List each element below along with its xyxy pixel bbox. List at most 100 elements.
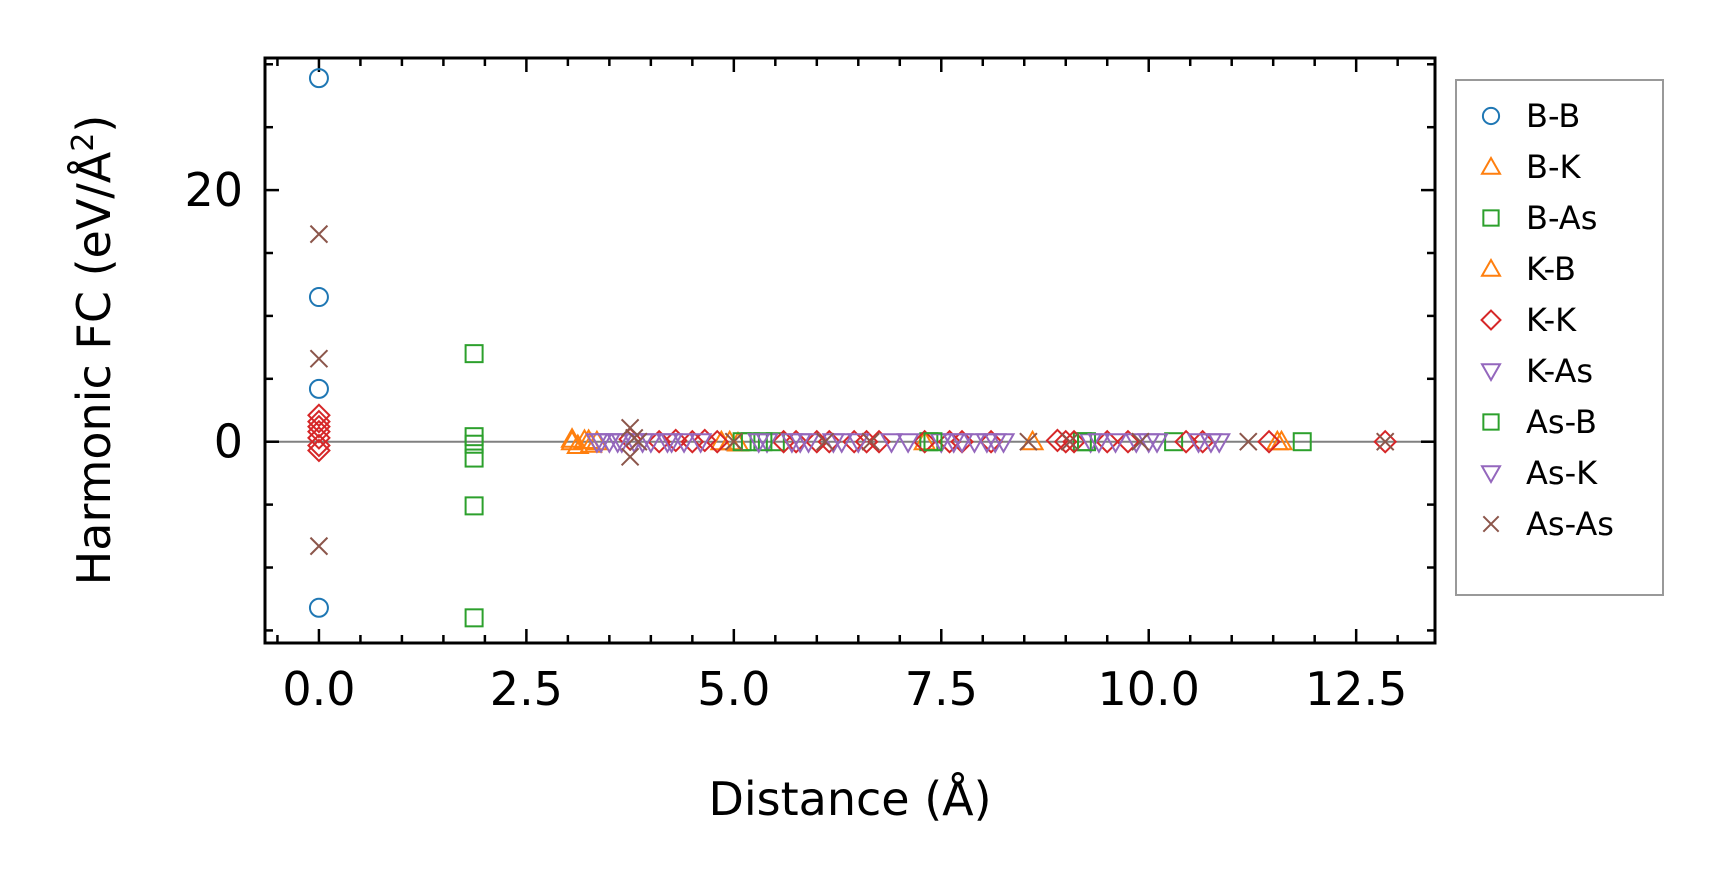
- data-point: [307, 403, 331, 428]
- data-point: [829, 433, 854, 454]
- legend-entry: B-As: [1482, 199, 1597, 237]
- legend-marker: [1480, 257, 1502, 277]
- data-point: [1019, 432, 1038, 451]
- data-point: [937, 429, 962, 454]
- data-point: [672, 433, 696, 454]
- series-as-as: [309, 224, 1395, 556]
- data-point: [307, 426, 331, 450]
- data-point: [620, 447, 640, 467]
- legend-entry: B-K: [1480, 148, 1582, 186]
- plot-frame: [263, 56, 1437, 645]
- data-point: [620, 418, 640, 438]
- data-point: [1174, 429, 1198, 454]
- data-point: [560, 427, 584, 448]
- data-point: [307, 414, 331, 439]
- data-point: [1239, 432, 1258, 451]
- data-point: [1116, 429, 1140, 454]
- x-tick-label: 5.0: [697, 662, 770, 716]
- legend-marker: [1482, 209, 1500, 227]
- y-tick-label: 20: [184, 163, 243, 217]
- series-b-as: [464, 344, 1184, 628]
- data-point: [308, 68, 329, 89]
- data-point: [1199, 433, 1223, 454]
- y-axis-label-close: ): [67, 115, 121, 133]
- data-point: [784, 429, 808, 454]
- data-point: [1087, 433, 1111, 454]
- series-b-b: [308, 68, 329, 618]
- legend-marker: [1482, 515, 1500, 533]
- data-point: [309, 536, 329, 556]
- data-point: [1257, 429, 1281, 454]
- data-point: [560, 429, 584, 451]
- data-point: [659, 433, 684, 454]
- data-point: [589, 433, 613, 454]
- data-point: [879, 433, 904, 454]
- legend-entry: K-As: [1480, 352, 1593, 390]
- data-point: [962, 433, 987, 454]
- y-axis-label: Harmonic FC (eV/Å2): [66, 115, 122, 586]
- legend-label: B-As: [1526, 199, 1597, 237]
- data-point: [1190, 429, 1215, 454]
- legend-entry: B-B: [1481, 97, 1580, 135]
- data-point: [983, 433, 1007, 454]
- legend-marker: [1480, 465, 1502, 485]
- data-point: [307, 438, 331, 463]
- data-point: [1269, 429, 1294, 451]
- data-point: [846, 433, 871, 454]
- data-point: [566, 433, 590, 454]
- data-point: [663, 428, 688, 453]
- data-point: [923, 432, 943, 452]
- legend-entry: K-B: [1480, 250, 1576, 288]
- data-point: [815, 432, 835, 451]
- data-point: [1376, 432, 1395, 451]
- x-axis-label: Distance (Å): [708, 772, 991, 826]
- data-point: [309, 224, 329, 244]
- series-k-k: [307, 403, 1398, 463]
- data-point: [307, 419, 331, 444]
- x-tick-label: 10.0: [1098, 662, 1200, 716]
- legend-marker: [1481, 106, 1501, 126]
- data-point: [464, 344, 484, 364]
- data-point: [688, 433, 713, 454]
- data-point: [804, 429, 829, 454]
- data-point: [842, 429, 867, 454]
- legend-label: As-As: [1526, 505, 1614, 543]
- x-tick-label: 2.5: [490, 662, 563, 716]
- data-point: [1103, 433, 1128, 454]
- y-axis-label-sup: 2: [66, 133, 101, 152]
- legend-entry: As-As: [1482, 505, 1614, 543]
- data-point: [771, 429, 796, 454]
- legend-label: As-B: [1526, 403, 1597, 441]
- data-point: [1145, 433, 1169, 454]
- legend-entry: As-K: [1480, 454, 1598, 492]
- data-point: [788, 433, 812, 454]
- data-point: [896, 433, 920, 454]
- data-point: [464, 608, 484, 628]
- data-point: [464, 448, 484, 468]
- data-point: [464, 434, 484, 454]
- y-tick-label: 0: [214, 415, 243, 469]
- legend-label: As-K: [1526, 454, 1598, 492]
- legend-marker: [1480, 155, 1502, 175]
- data-point: [629, 432, 648, 451]
- legend: B-B B-K B-As K-B K-K K-As As-B As-K As-As: [1455, 79, 1664, 596]
- legend-frame: [1455, 79, 1664, 596]
- data-point: [979, 429, 1003, 454]
- x-tick-label: 7.5: [905, 662, 978, 716]
- data-point: [867, 429, 891, 454]
- legend-entry: As-B: [1482, 403, 1597, 441]
- data-point: [308, 378, 329, 399]
- legend-marker: [1480, 363, 1502, 383]
- data-point: [464, 496, 484, 516]
- x-tick-label: 0.0: [282, 662, 355, 716]
- data-point: [1292, 432, 1312, 452]
- data-point: [942, 433, 966, 454]
- data-point: [724, 432, 744, 451]
- legend-entry: K-K: [1480, 301, 1577, 339]
- data-point: [680, 429, 705, 454]
- data-point: [307, 433, 331, 458]
- y-axis-label-main: Harmonic FC (eV/Å: [67, 151, 121, 585]
- data-point: [705, 429, 730, 454]
- series-as-k: [589, 433, 1223, 454]
